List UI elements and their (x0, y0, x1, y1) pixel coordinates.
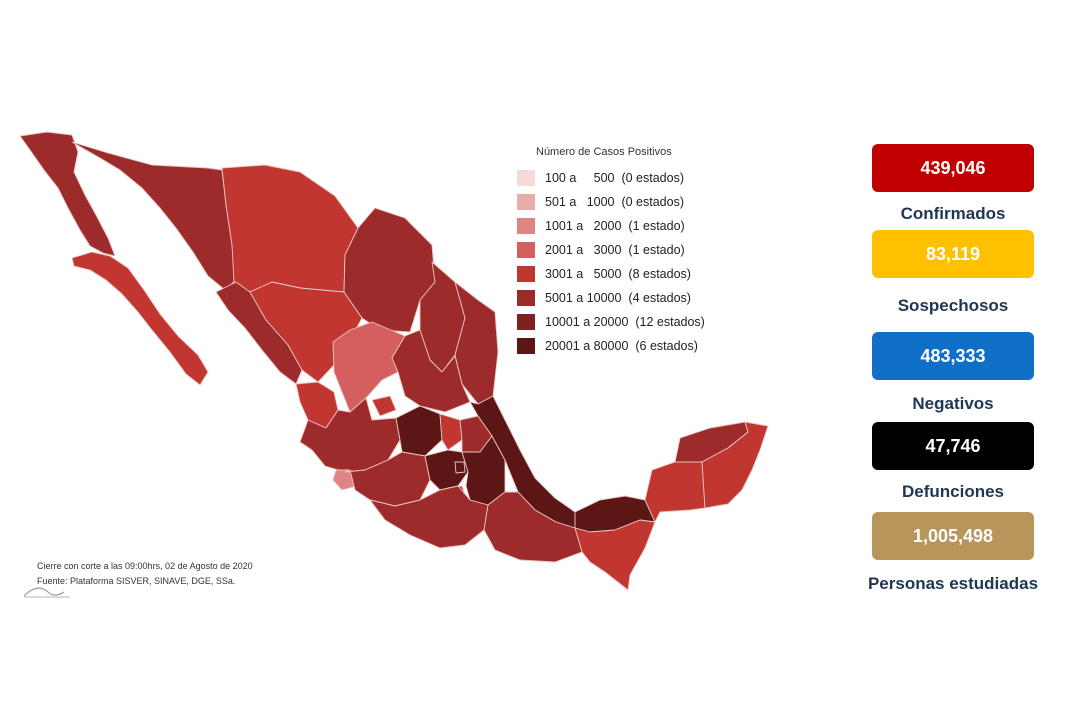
legend: Número de Casos Positivos 100 a 500 (0 e… (517, 146, 747, 358)
source-note: Cierre con corte a las 09:00hrs, 02 de A… (37, 559, 253, 589)
legend-item: 3001 a 5000 (8 estados) (517, 262, 747, 286)
legend-item: 10001 a 20000 (12 estados) (517, 310, 747, 334)
stat-label-personas-estudiadas: Personas estudiadas (867, 574, 1039, 593)
legend-item: 20001 a 80000 (6 estados) (517, 334, 747, 358)
state-michoacan (344, 451, 431, 507)
source-origin: Fuente: Plataforma SISVER, SINAVE, DGE, … (37, 576, 236, 586)
legend-label: 10001 a 20000 (12 estados) (545, 315, 705, 329)
stat-value-negativos: 483,333 (872, 332, 1034, 380)
legend-swatch (517, 314, 535, 330)
stat-label-confirmados: Confirmados (900, 204, 1006, 223)
legend-label: 3001 a 5000 (8 estados) (545, 267, 691, 281)
stat-value-confirmados: 439,046 (872, 144, 1034, 192)
legend-label: 5001 a 10000 (4 estados) (545, 291, 691, 305)
state-estado-de-mexico (424, 449, 469, 491)
source-logo-mark (23, 587, 65, 597)
stat-value-defunciones: 47,746 (872, 422, 1034, 470)
state-queretaro (439, 413, 463, 451)
legend-swatch (517, 194, 535, 210)
legend-title: Número de Casos Positivos (536, 146, 672, 158)
legend-rows: 100 a 500 (0 estados) 501 a 1000 (0 estad… (517, 166, 747, 358)
legend-swatch (517, 290, 535, 306)
state-aguascalientes (371, 395, 397, 417)
state-cdmx (454, 461, 466, 474)
state-baja-california (19, 131, 116, 257)
legend-item: 1001 a 2000 (1 estado) (517, 214, 747, 238)
source-cutoff: Cierre con corte a las 09:00hrs, 02 de A… (37, 561, 253, 571)
legend-label: 1001 a 2000 (1 estado) (545, 219, 685, 233)
legend-swatch (517, 338, 535, 354)
legend-swatch (517, 266, 535, 282)
stat-label-negativos: Negativos (912, 394, 994, 413)
legend-label: 100 a 500 (0 estados) (545, 171, 684, 185)
stat-value-sospechosos: 83,119 (872, 230, 1034, 278)
legend-item: 100 a 500 (0 estados) (517, 166, 747, 190)
legend-swatch (517, 218, 535, 234)
legend-label: 501 a 1000 (0 estados) (545, 195, 684, 209)
legend-item: 501 a 1000 (0 estados) (517, 190, 747, 214)
legend-swatch (517, 170, 535, 186)
state-baja-california-sur (71, 251, 209, 386)
legend-label: 2001 a 3000 (1 estado) (545, 243, 685, 257)
state-sinaloa (215, 281, 303, 385)
state-guanajuato (395, 405, 443, 457)
legend-label: 20001 a 80000 (6 estados) (545, 339, 698, 353)
legend-swatch (517, 242, 535, 258)
stat-label-sospechosos: Sospechosos (897, 296, 1009, 315)
legend-item: 2001 a 3000 (1 estado) (517, 238, 747, 262)
state-colima (332, 469, 357, 491)
state-chiapas (574, 519, 656, 591)
state-chihuahua (221, 164, 359, 293)
state-zacatecas (332, 321, 406, 413)
state-quintana-roo (701, 421, 769, 509)
stat-label-defunciones: Defunciones (901, 482, 1005, 501)
state-campeche (644, 461, 706, 523)
stat-value-personas-estudiadas: 1,005,498 (872, 512, 1034, 560)
legend-item: 5001 a 10000 (4 estados) (517, 286, 747, 310)
